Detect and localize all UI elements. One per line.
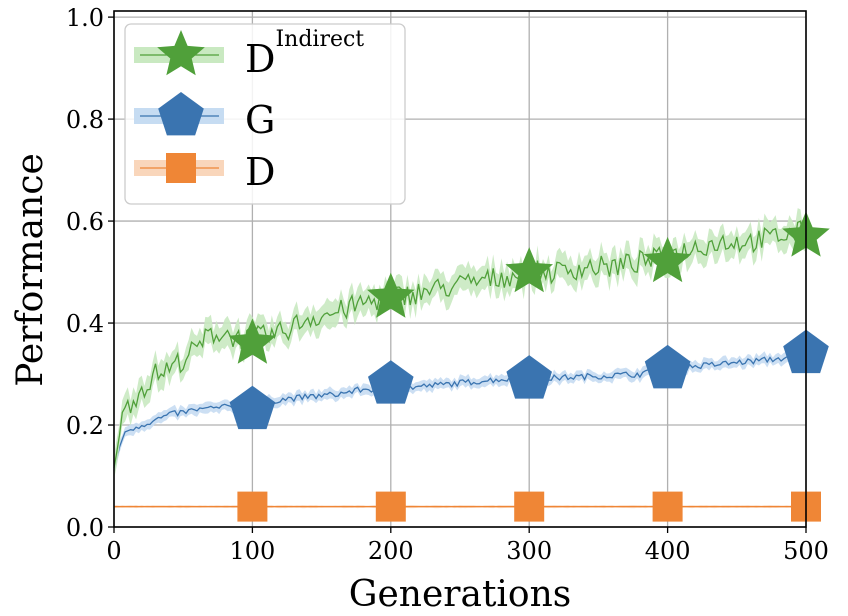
- y-tick-label: 1.0: [66, 4, 104, 32]
- star-marker: [643, 236, 692, 283]
- series-pentagon: [113, 329, 829, 476]
- series-square: [114, 491, 821, 522]
- legend-entry: D: [134, 150, 275, 194]
- x-tick-label: 300: [506, 537, 552, 565]
- mean-line: [113, 353, 807, 471]
- y-tick-label: 0.8: [66, 106, 104, 134]
- star-marker: [505, 247, 553, 293]
- y-tick-label: 0.0: [66, 514, 104, 542]
- ticks: 0 100 200 300 400 500 0.0 0.2 0.4 0.6 0.8 1.0: [66, 4, 829, 565]
- confidence-band: [114, 208, 806, 480]
- star-marker: [367, 272, 415, 318]
- legend-superscript: Indirect: [275, 27, 364, 52]
- pentagon-marker: [368, 360, 414, 404]
- x-tick-label: 0: [106, 537, 121, 565]
- y-tick-label: 0.6: [66, 208, 104, 236]
- legend-label: G: [245, 98, 275, 142]
- confidence-band: [114, 348, 806, 476]
- square-marker: [237, 491, 268, 522]
- star-marker: [157, 30, 205, 76]
- star-marker: [228, 318, 277, 364]
- x-tick-label: 500: [783, 537, 829, 565]
- x-tick-label: 100: [229, 537, 275, 565]
- square-marker: [375, 491, 406, 522]
- y-axis-label: Performance: [10, 153, 51, 387]
- pentagon-marker: [229, 385, 276, 430]
- plot-frame: [113, 10, 807, 528]
- x-axis-label: Generations: [349, 574, 572, 615]
- legend-label: D: [245, 150, 275, 194]
- series-layer: [113, 208, 830, 522]
- pentagon-marker: [644, 344, 691, 389]
- x-tick-label: 400: [645, 537, 691, 565]
- square-marker: [514, 491, 545, 522]
- legend-entry: G: [134, 92, 275, 142]
- square-marker: [166, 153, 196, 183]
- mean-line: [113, 220, 806, 468]
- series-star: [113, 208, 830, 480]
- y-tick-label: 0.2: [66, 412, 104, 440]
- square-marker: [652, 491, 683, 522]
- pentagon-marker: [158, 92, 204, 136]
- pentagon-marker: [506, 355, 552, 399]
- x-tick-label: 200: [368, 537, 414, 565]
- y-tick-label: 0.4: [66, 310, 104, 338]
